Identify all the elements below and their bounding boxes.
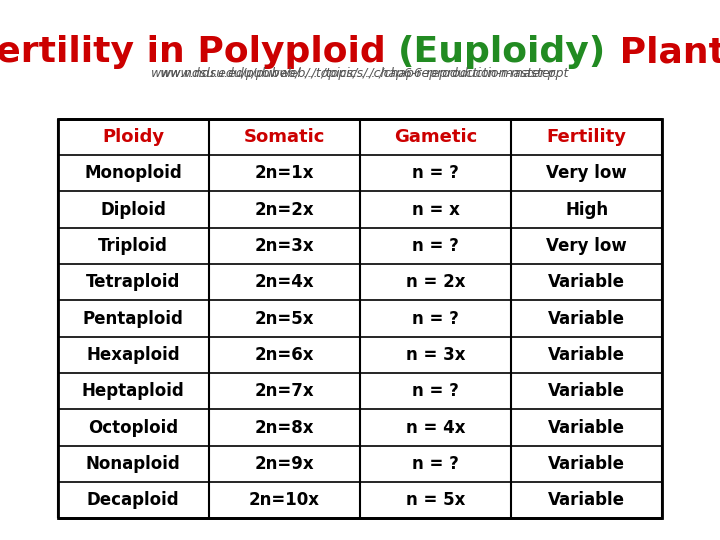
Text: n = 3x: n = 3x — [406, 346, 465, 364]
Text: Tetraploid: Tetraploid — [86, 273, 181, 291]
Text: www.ndsu.edu/pubweb/.../topics/.../chap6-reproduction-master.: www.ndsu.edu/pubweb/.../topics/.../chap6… — [161, 68, 559, 80]
Text: n = 2x: n = 2x — [406, 273, 465, 291]
Text: 2n=10x: 2n=10x — [249, 491, 320, 509]
Text: Variable: Variable — [549, 346, 625, 364]
Text: n = ?: n = ? — [412, 164, 459, 183]
Text: n = ?: n = ? — [412, 455, 459, 473]
Text: Variable: Variable — [549, 309, 625, 328]
Text: Diploid: Diploid — [100, 201, 166, 219]
Text: n = ?: n = ? — [412, 237, 459, 255]
Text: 2n=6x: 2n=6x — [255, 346, 314, 364]
Text: Decaploid: Decaploid — [87, 491, 179, 509]
Text: n = x: n = x — [412, 201, 459, 219]
Text: Variable: Variable — [549, 382, 625, 400]
Text: Nonaploid: Nonaploid — [86, 455, 181, 473]
Text: 2n=7x: 2n=7x — [255, 382, 314, 400]
Text: Somatic: Somatic — [243, 128, 325, 146]
Text: n = ?: n = ? — [412, 309, 459, 328]
Text: Very low: Very low — [546, 237, 627, 255]
Text: Ploidy: Ploidy — [102, 128, 164, 146]
Text: Variable: Variable — [549, 455, 625, 473]
Text: Plants: Plants — [606, 35, 720, 69]
Bar — [58, 119, 662, 518]
Text: Variable: Variable — [549, 418, 625, 436]
Text: 2n=2x: 2n=2x — [255, 201, 314, 219]
Text: (Euploidy): (Euploidy) — [398, 35, 606, 69]
Text: 2n=1x: 2n=1x — [255, 164, 314, 183]
Text: Fertility: Fertility — [546, 128, 627, 146]
Text: Monoploid: Monoploid — [84, 164, 182, 183]
Text: 2n=3x: 2n=3x — [255, 237, 314, 255]
Text: Gametic: Gametic — [394, 128, 477, 146]
Text: Octoploid: Octoploid — [88, 418, 179, 436]
Text: 2n=5x: 2n=5x — [255, 309, 314, 328]
Text: n = 4x: n = 4x — [406, 418, 465, 436]
Text: High: High — [565, 201, 608, 219]
Text: Fertility in Polyploid: Fertility in Polyploid — [0, 35, 398, 69]
Text: n = ?: n = ? — [412, 382, 459, 400]
Text: 2n=9x: 2n=9x — [255, 455, 314, 473]
Text: Variable: Variable — [549, 491, 625, 509]
Text: n = 5x: n = 5x — [406, 491, 465, 509]
Text: Triploid: Triploid — [98, 237, 168, 255]
Text: Variable: Variable — [549, 273, 625, 291]
Text: 2n=4x: 2n=4x — [255, 273, 314, 291]
Text: Heptaploid: Heptaploid — [82, 382, 184, 400]
Text: Pentaploid: Pentaploid — [83, 309, 184, 328]
Text: www.ndsu.edu/pubweb/.../topics/.../chap6-reproduction-master.: www.ndsu.edu/pubweb/.../topics/.../chap6… — [161, 68, 559, 80]
Text: Very low: Very low — [546, 164, 627, 183]
Text: Hexaploid: Hexaploid — [86, 346, 180, 364]
Text: 2n=8x: 2n=8x — [255, 418, 314, 436]
Text: www.ndsu.edu/pubweb/.../topics/.../chap6-reproduction-master.ppt: www.ndsu.edu/pubweb/.../topics/.../chap6… — [150, 68, 570, 80]
